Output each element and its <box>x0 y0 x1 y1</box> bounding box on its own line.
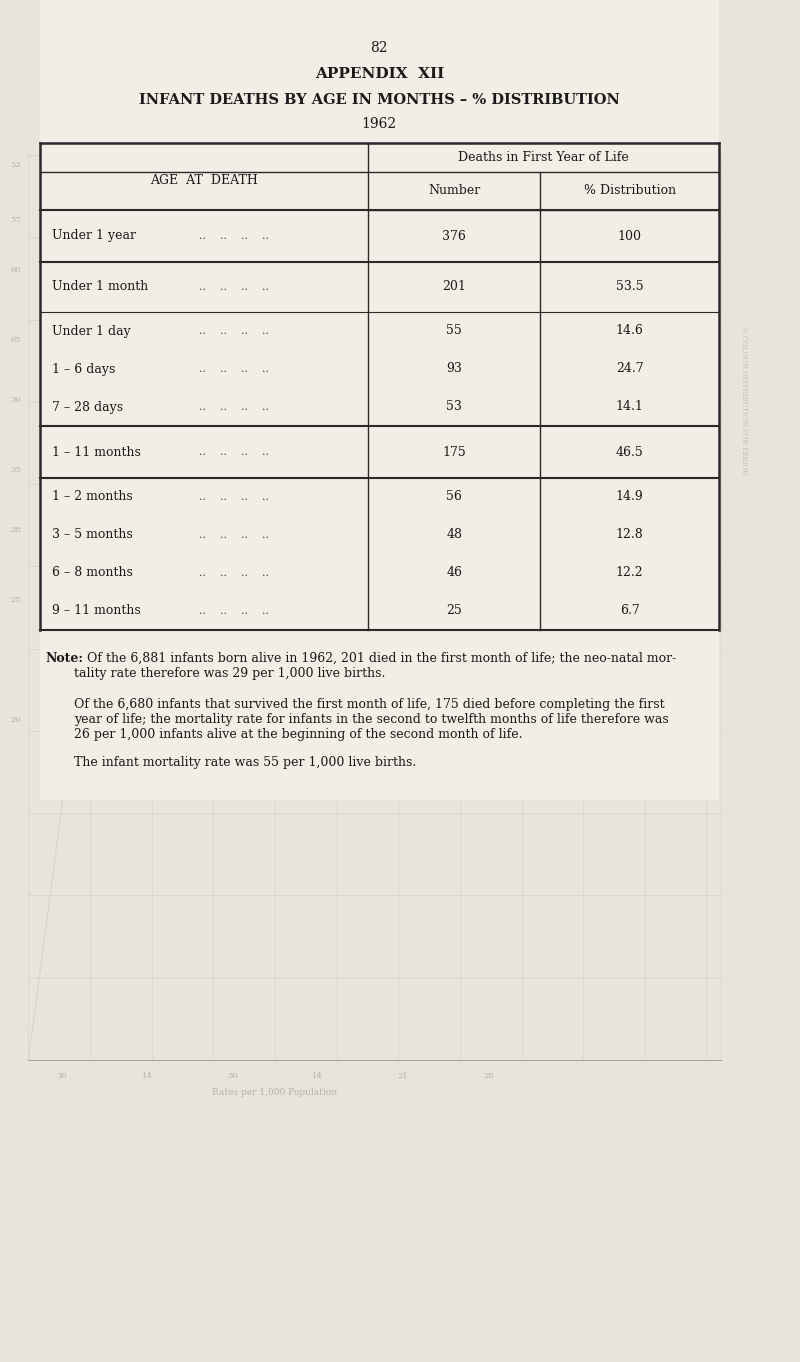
Text: 30: 30 <box>10 396 21 405</box>
Text: 12.2: 12.2 <box>616 567 643 579</box>
Text: 26 per 1,000 infants alive at the beginning of the second month of life.: 26 per 1,000 infants alive at the beginn… <box>74 729 522 741</box>
Text: ..    ..    ..    ..: .. .. .. .. <box>199 402 269 411</box>
Text: 46.5: 46.5 <box>616 445 643 459</box>
Text: 1962: 1962 <box>362 117 397 131</box>
Text: ..    ..    ..    ..: .. .. .. .. <box>199 364 269 375</box>
Text: 57: 57 <box>10 217 21 223</box>
Text: 1 – 11 months: 1 – 11 months <box>52 445 141 459</box>
Text: 55: 55 <box>446 324 462 338</box>
Text: 53.5: 53.5 <box>616 281 643 293</box>
Text: 175: 175 <box>442 445 466 459</box>
Text: 14: 14 <box>312 1072 323 1080</box>
Text: 30: 30 <box>227 1072 238 1080</box>
Text: % COLOUR DISTRIBUTION FOR PERIOD: % COLOUR DISTRIBUTION FOR PERIOD <box>739 326 747 474</box>
Text: ..    ..    ..    ..: .. .. .. .. <box>199 232 269 241</box>
Bar <box>40 0 718 799</box>
Text: 46: 46 <box>446 567 462 579</box>
Text: 65: 65 <box>10 336 21 345</box>
Text: 53: 53 <box>446 400 462 414</box>
Text: AGE  AT  DEATH: AGE AT DEATH <box>150 174 258 187</box>
Text: 82: 82 <box>370 41 388 54</box>
Text: 376: 376 <box>442 230 466 242</box>
Text: % Distribution: % Distribution <box>583 184 676 197</box>
Text: Under 1 month: Under 1 month <box>52 281 149 293</box>
Text: 14.1: 14.1 <box>616 400 643 414</box>
Text: 20: 20 <box>10 716 21 725</box>
Text: ..    ..    ..    ..: .. .. .. .. <box>199 492 269 503</box>
Text: 201: 201 <box>442 281 466 293</box>
Text: 35: 35 <box>10 466 21 474</box>
Text: ..    ..    ..    ..: .. .. .. .. <box>199 530 269 539</box>
Text: ..    ..    ..    ..: .. .. .. .. <box>199 326 269 336</box>
Text: 1 – 6 days: 1 – 6 days <box>52 362 115 376</box>
Text: 21: 21 <box>398 1072 408 1080</box>
Text: 7 – 28 days: 7 – 28 days <box>52 400 123 414</box>
Text: APPENDIX  XII: APPENDIX XII <box>314 67 444 80</box>
Text: 14: 14 <box>142 1072 153 1080</box>
Text: 6 – 8 months: 6 – 8 months <box>52 567 133 579</box>
Text: Number: Number <box>428 184 480 197</box>
Text: 30: 30 <box>56 1072 67 1080</box>
Text: 24.7: 24.7 <box>616 362 643 376</box>
Text: 53: 53 <box>10 161 21 169</box>
Text: Deaths in First Year of Life: Deaths in First Year of Life <box>458 151 629 163</box>
Text: 9 – 11 months: 9 – 11 months <box>52 605 141 617</box>
Text: 25: 25 <box>10 597 21 603</box>
Text: 28: 28 <box>10 526 21 534</box>
Text: ..    ..    ..    ..: .. .. .. .. <box>199 606 269 616</box>
Text: 93: 93 <box>446 362 462 376</box>
Text: The infant mortality rate was 55 per 1,000 live births.: The infant mortality rate was 55 per 1,0… <box>74 756 416 770</box>
Text: INFANT DEATHS BY AGE IN MONTHS – % DISTRIBUTION: INFANT DEATHS BY AGE IN MONTHS – % DISTR… <box>139 93 620 108</box>
Text: 14.9: 14.9 <box>616 490 643 504</box>
Text: year of life; the mortality rate for infants in the second to twelfth months of : year of life; the mortality rate for inf… <box>74 712 669 726</box>
Text: 14.6: 14.6 <box>616 324 643 338</box>
Text: ..    ..    ..    ..: .. .. .. .. <box>199 568 269 577</box>
Text: Of the 6,680 infants that survived the first month of life, 175 died before comp: Of the 6,680 infants that survived the f… <box>74 697 665 711</box>
Text: Of the 6,881 infants born alive in 1962, 201 died in the first month of life; th: Of the 6,881 infants born alive in 1962,… <box>83 652 677 665</box>
Text: Under 1 year: Under 1 year <box>52 230 136 242</box>
Text: Rates per 1,000 Population: Rates per 1,000 Population <box>213 1088 338 1096</box>
Text: 56: 56 <box>446 490 462 504</box>
Text: 3 – 5 months: 3 – 5 months <box>52 528 133 542</box>
Text: 60: 60 <box>10 266 21 274</box>
Text: ..    ..    ..    ..: .. .. .. .. <box>199 447 269 458</box>
Text: 1 – 2 months: 1 – 2 months <box>52 490 133 504</box>
Text: 25: 25 <box>446 605 462 617</box>
Text: 12.8: 12.8 <box>616 528 643 542</box>
Text: 100: 100 <box>618 230 642 242</box>
Text: Under 1 day: Under 1 day <box>52 324 131 338</box>
Text: tality rate therefore was 29 per 1,000 live births.: tality rate therefore was 29 per 1,000 l… <box>74 667 386 680</box>
Text: 28: 28 <box>483 1072 494 1080</box>
Text: 48: 48 <box>446 528 462 542</box>
Text: 6.7: 6.7 <box>620 605 639 617</box>
Text: ..    ..    ..    ..: .. .. .. .. <box>199 282 269 291</box>
Text: Note:: Note: <box>46 652 83 665</box>
